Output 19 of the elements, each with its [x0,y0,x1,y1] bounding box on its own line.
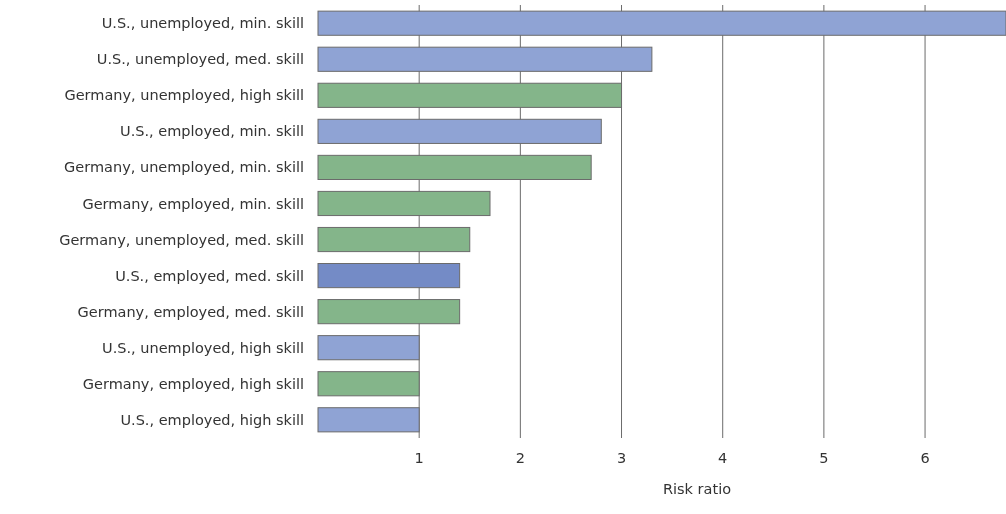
y-tick-label: Germany, employed, min. skill [82,195,304,212]
x-tick-label: 2 [515,450,525,467]
x-tick-label: 6 [920,450,930,467]
x-tick-label: 4 [718,450,728,467]
y-tick-label: U.S., unemployed, med. skill [96,51,304,68]
y-tick-label: Germany, employed, high skill [82,375,304,392]
x-tick-label: 5 [819,450,829,467]
y-tick-label: U.S., employed, med. skill [115,267,304,284]
y-tick-label: Germany, unemployed, med. skill [59,231,304,248]
y-tick-label: U.S., employed, min. skill [120,123,304,140]
y-tick-label: Germany, unemployed, min. skill [64,159,304,176]
y-tick-label: U.S., employed, high skill [120,411,304,428]
y-tick-label: U.S., unemployed, high skill [102,339,304,356]
y-tick-label: Germany, employed, med. skill [77,303,304,320]
y-tick-label: Germany, unemployed, high skill [64,87,304,104]
y-tick-label: U.S., unemployed, min. skill [101,15,304,32]
x-tick-label: 3 [616,450,627,467]
x-tick-label: 1 [414,450,424,467]
x-axis-title: Risk ratio [662,481,732,497]
